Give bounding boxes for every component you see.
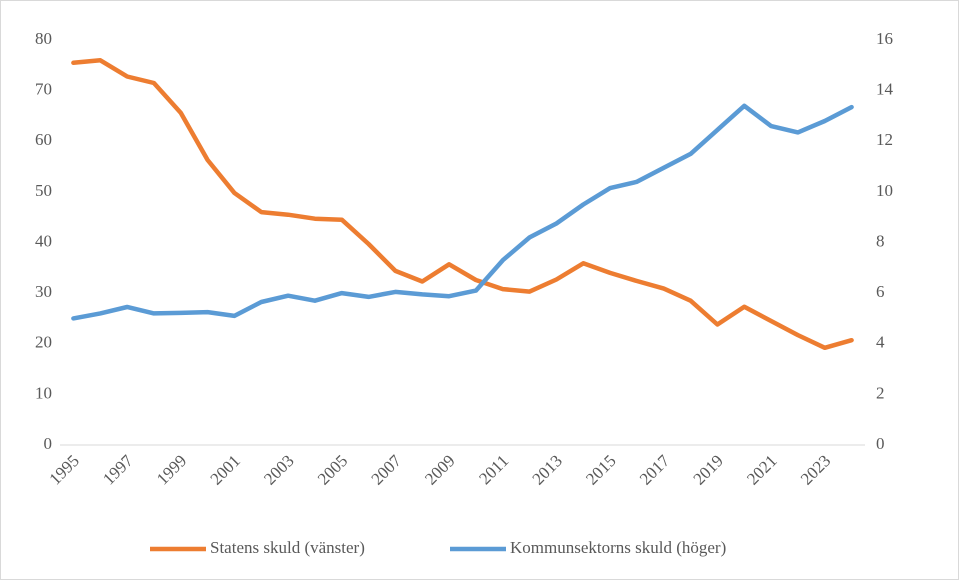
y2-tick-label: 10	[876, 181, 893, 200]
y-tick-label: 70	[35, 80, 52, 99]
y2-tick-label: 8	[876, 231, 885, 250]
legend-label: Statens skuld (vänster)	[210, 538, 365, 557]
y2-tick-label: 12	[876, 130, 893, 149]
y2-tick-label: 2	[876, 383, 885, 402]
y-tick-label: 50	[35, 181, 52, 200]
y-tick-label: 0	[44, 434, 53, 453]
y2-tick-label: 0	[876, 434, 885, 453]
y2-tick-label: 4	[876, 333, 885, 352]
series-line	[71, 103, 854, 321]
y-tick-label: 10	[35, 383, 52, 402]
y-tick-label: 40	[35, 231, 52, 250]
y2-tick-label: 14	[876, 80, 894, 99]
y-tick-label: 30	[35, 282, 52, 301]
y-tick-label: 20	[35, 333, 52, 352]
legend-label: Kommunsektorns skuld (höger)	[510, 538, 726, 557]
y-tick-label: 80	[35, 29, 52, 48]
y2-tick-label: 6	[876, 282, 885, 301]
y2-tick-label: 16	[876, 29, 893, 48]
y-tick-label: 60	[35, 130, 52, 149]
series-line	[71, 58, 854, 351]
